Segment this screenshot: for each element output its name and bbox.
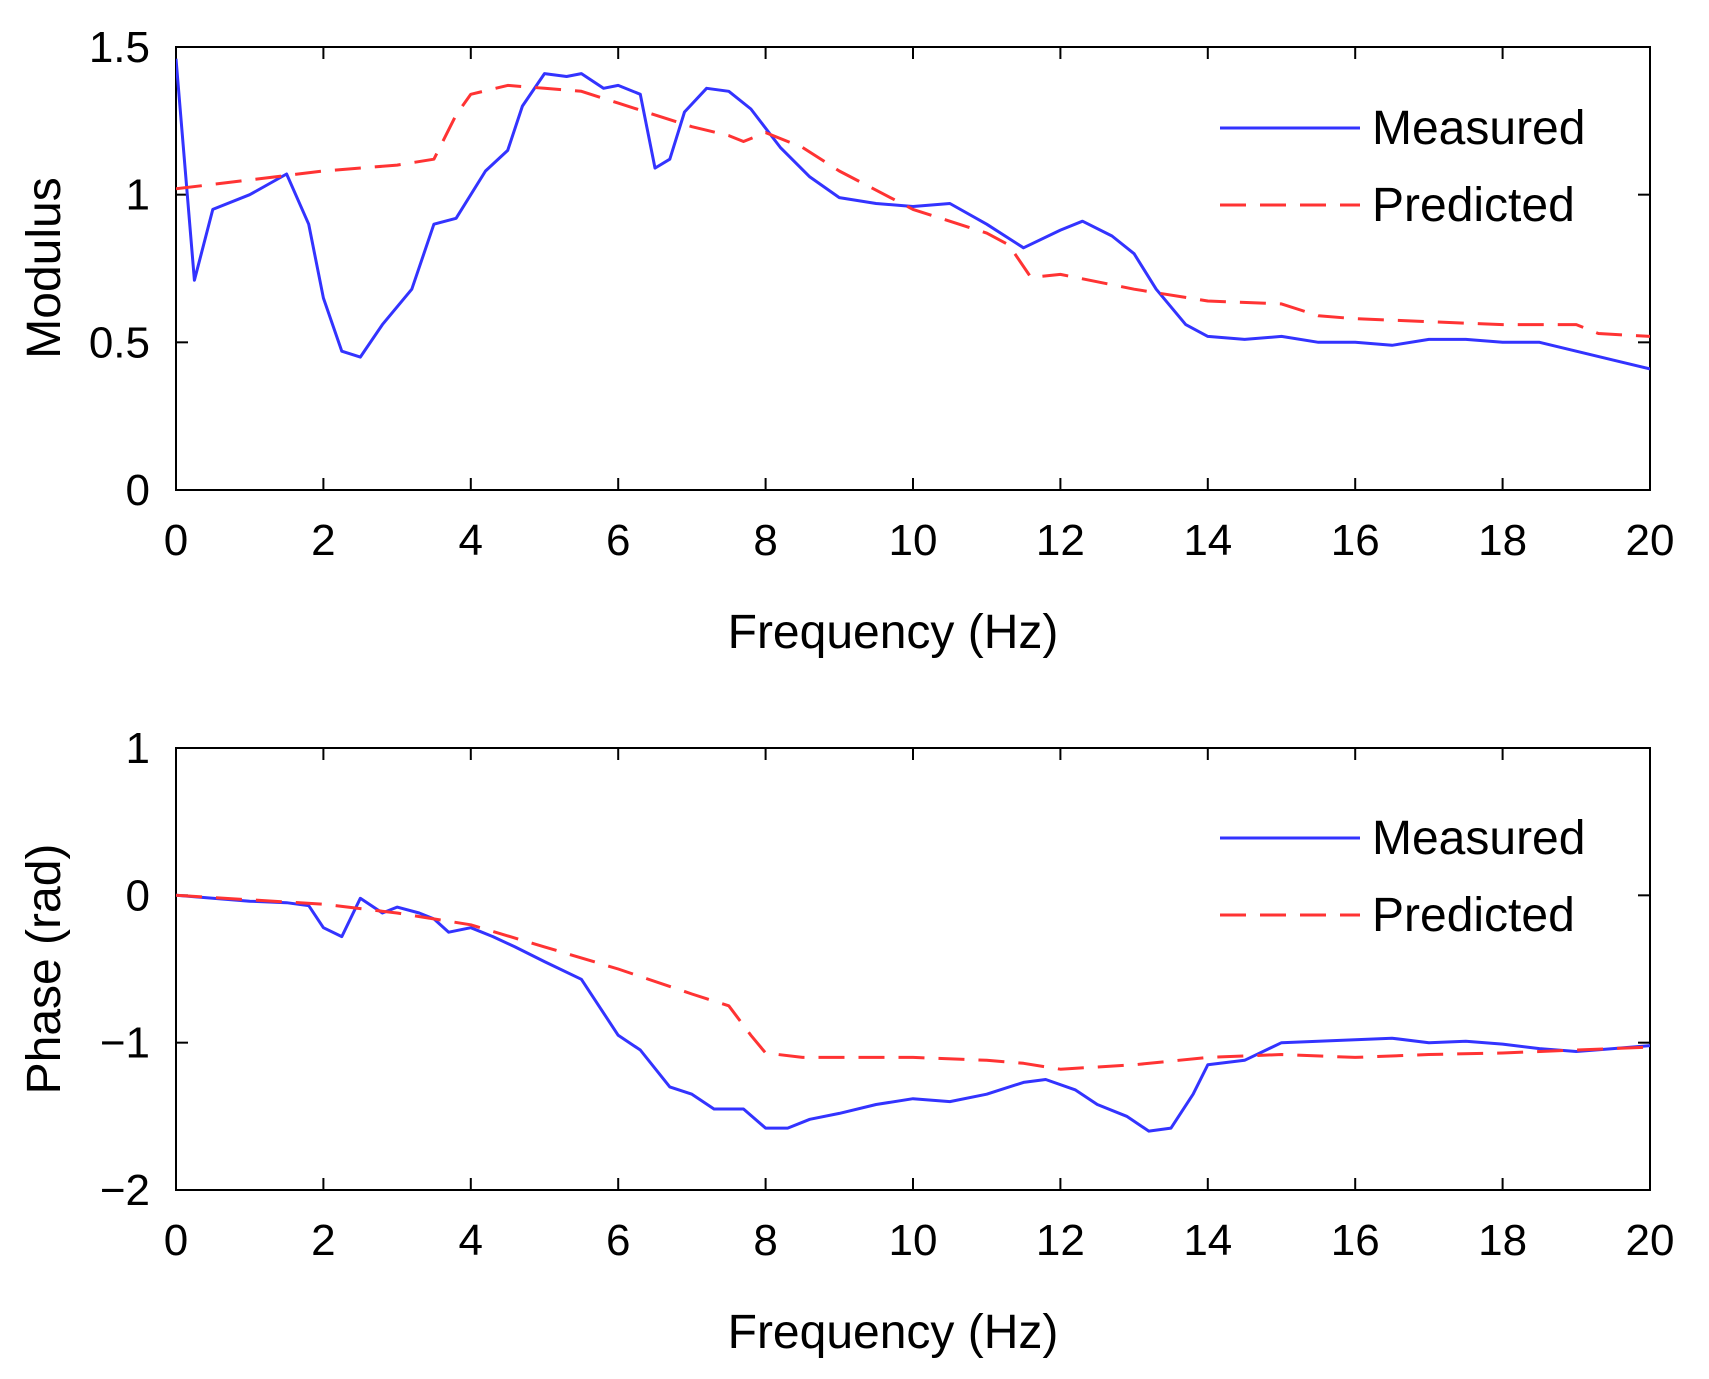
modulus-x-tick-label: 6 bbox=[606, 516, 630, 565]
modulus-series-measured-line bbox=[176, 58, 1650, 371]
modulus-y-tick-label: 1 bbox=[126, 171, 150, 220]
legend-label-measured: Measured bbox=[1372, 812, 1585, 865]
phase-series-predicted-line bbox=[176, 893, 1650, 1071]
modulus-x-tick-label: 14 bbox=[1183, 516, 1232, 565]
phase-x-tick-label: 4 bbox=[459, 1216, 483, 1265]
phase-y-tick-label: −1 bbox=[100, 1019, 150, 1068]
modulus-x-tick-label: 2 bbox=[311, 516, 335, 565]
phase-x-tick-label: 18 bbox=[1478, 1216, 1527, 1265]
modulus-y-tick-label: 1.5 bbox=[89, 23, 150, 72]
phase-x-tick-label: 16 bbox=[1331, 1216, 1380, 1265]
modulus-chart: 0 2 4 6 8 10 12 14 16 18 20 0 0.5 1 1.5 Frequency (Hz) M… bbox=[18, 23, 1674, 659]
modulus-y-axis-title: Modulus bbox=[18, 177, 71, 358]
phase-x-tick-label: 12 bbox=[1036, 1216, 1085, 1265]
modulus-y-tick-label: 0.5 bbox=[89, 318, 150, 367]
phase-x-tick-label: 2 bbox=[311, 1216, 335, 1265]
legend-label-predicted: Predicted bbox=[1372, 179, 1575, 232]
phase-x-tick-label: 20 bbox=[1626, 1216, 1675, 1265]
phase-x-tick-label: 10 bbox=[889, 1216, 938, 1265]
legend-label-measured: Measured bbox=[1372, 102, 1585, 155]
phase-x-tick-label: 8 bbox=[753, 1216, 777, 1265]
phase-series-measured-line bbox=[176, 893, 1650, 1133]
modulus-x-tick-label: 16 bbox=[1331, 516, 1380, 565]
phase-x-tick-label: 6 bbox=[606, 1216, 630, 1265]
phase-x-tick-label: 14 bbox=[1183, 1216, 1232, 1265]
modulus-x-axis-title: Frequency (Hz) bbox=[728, 606, 1059, 659]
phase-y-tick-label: 0 bbox=[126, 871, 150, 920]
modulus-x-tick-label: 10 bbox=[889, 516, 938, 565]
phase-x-axis-title: Frequency (Hz) bbox=[728, 1306, 1059, 1359]
modulus-y-tick-label: 0 bbox=[126, 466, 150, 515]
phase-chart: 0 2 4 6 8 10 12 14 16 18 20 −2 −1 0 1 Frequency (Hz) Pha… bbox=[18, 724, 1674, 1359]
phase-y-tick-label: 1 bbox=[126, 724, 150, 773]
modulus-x-tick-label: 12 bbox=[1036, 516, 1085, 565]
phase-x-tick-label: 0 bbox=[164, 1216, 188, 1265]
phase-y-tick-label: −2 bbox=[100, 1166, 150, 1215]
modulus-x-tick-label: 4 bbox=[459, 516, 483, 565]
modulus-series-predicted-line bbox=[176, 83, 1650, 338]
modulus-x-tick-label: 0 bbox=[164, 516, 188, 565]
modulus-x-tick-label: 20 bbox=[1626, 516, 1675, 565]
modulus-x-tick-label: 8 bbox=[753, 516, 777, 565]
phase-y-axis-title: Phase (rad) bbox=[18, 844, 71, 1095]
modulus-x-tick-label: 18 bbox=[1478, 516, 1527, 565]
legend-label-predicted: Predicted bbox=[1372, 889, 1575, 942]
